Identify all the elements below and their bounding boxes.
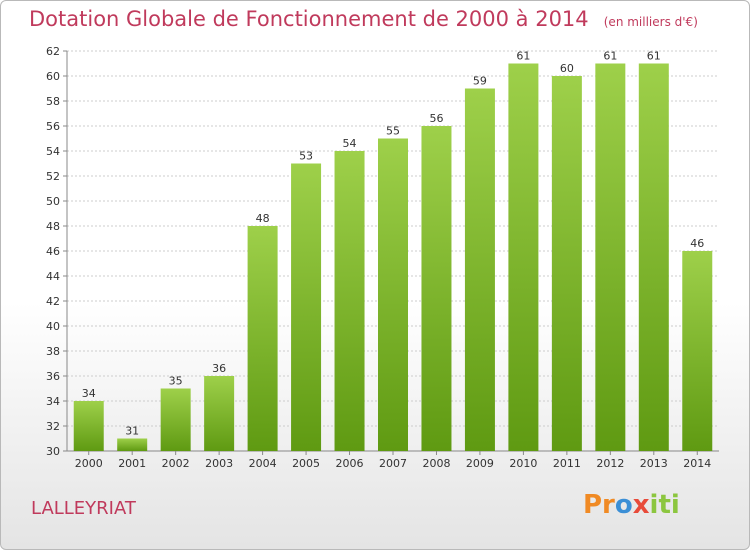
bar	[378, 138, 408, 451]
x-tick-label: 2001	[118, 457, 146, 470]
data-label: 35	[169, 375, 183, 388]
bar	[291, 163, 322, 451]
x-tick-label: 2003	[205, 457, 233, 470]
x-tick-label: 2014	[683, 457, 711, 470]
bar	[551, 76, 582, 451]
data-label: 55	[386, 125, 400, 138]
data-label: 46	[690, 237, 704, 250]
x-tick-label: 2000	[75, 457, 103, 470]
y-tick-label: 56	[46, 120, 60, 133]
y-tick-label: 52	[46, 170, 60, 183]
y-tick-label: 50	[46, 195, 60, 208]
proxiti-logo: Proxiti	[583, 490, 680, 520]
x-tick-label: 2004	[249, 457, 277, 470]
data-label: 34	[82, 387, 96, 400]
chart-title: Dotation Globale de Fonctionnement de 20…	[29, 7, 589, 31]
y-tick-label: 44	[46, 270, 60, 283]
bar	[204, 376, 235, 451]
bar	[334, 151, 365, 451]
data-label: 61	[603, 50, 617, 63]
data-label: 53	[299, 150, 313, 163]
bar	[73, 401, 104, 451]
y-tick-label: 38	[46, 345, 60, 358]
bar	[464, 88, 495, 451]
title-block: Dotation Globale de Fonctionnement de 20…	[29, 7, 698, 31]
y-tick-label: 42	[46, 295, 60, 308]
x-tick-label: 2013	[640, 457, 668, 470]
bar	[595, 63, 626, 451]
x-tick-label: 2009	[466, 457, 494, 470]
data-label: 59	[473, 75, 487, 88]
bars	[73, 63, 713, 451]
bar	[160, 388, 191, 451]
logo-part: o	[614, 490, 633, 520]
logo-part: x	[632, 490, 650, 520]
y-tick-label: 62	[46, 45, 60, 58]
chart-subtitle: (en milliers d'€)	[603, 15, 698, 29]
data-label: 54	[343, 137, 357, 150]
y-tick-label: 58	[46, 95, 60, 108]
y-tick-label: 32	[46, 420, 60, 433]
bar	[508, 63, 539, 451]
x-tick-label: 2007	[379, 457, 407, 470]
x-tick-label: 2008	[422, 457, 450, 470]
y-tick-label: 34	[46, 395, 60, 408]
bar	[421, 126, 452, 451]
data-label: 31	[125, 425, 139, 438]
data-label: 60	[560, 62, 574, 75]
data-label: 56	[429, 112, 443, 125]
y-tick-label: 40	[46, 320, 60, 333]
bar	[638, 63, 669, 451]
x-tick-label: 2005	[292, 457, 320, 470]
axes: 30 32 34 36 38 40 42 44 46 48 50 52 54 56 58 60 62 2000 20…	[46, 45, 719, 470]
y-tick-label: 60	[46, 70, 60, 83]
x-tick-label: 2011	[553, 457, 581, 470]
x-tick-label: 2006	[336, 457, 364, 470]
logo-part: iti	[649, 490, 680, 520]
data-label: 61	[516, 50, 530, 63]
bar	[682, 251, 713, 451]
y-tick-label: 48	[46, 220, 60, 233]
data-label: 48	[256, 212, 270, 225]
data-labels: 34 31 35 36 48 53 54 55 56 59 61 60 61 61 46	[82, 50, 705, 438]
y-tick-label: 30	[46, 445, 60, 458]
y-tick-label: 46	[46, 245, 60, 258]
data-label: 61	[647, 50, 661, 63]
bar	[247, 226, 278, 451]
x-tick-label: 2012	[596, 457, 624, 470]
x-tick-label: 2010	[509, 457, 537, 470]
x-tick-label: 2002	[162, 457, 190, 470]
commune-name: LALLEYRIAT	[31, 498, 136, 519]
bar	[117, 438, 148, 451]
data-label: 36	[212, 362, 226, 375]
logo-part: Pr	[583, 490, 615, 520]
y-tick-label: 54	[46, 145, 60, 158]
y-tick-label: 36	[46, 370, 60, 383]
